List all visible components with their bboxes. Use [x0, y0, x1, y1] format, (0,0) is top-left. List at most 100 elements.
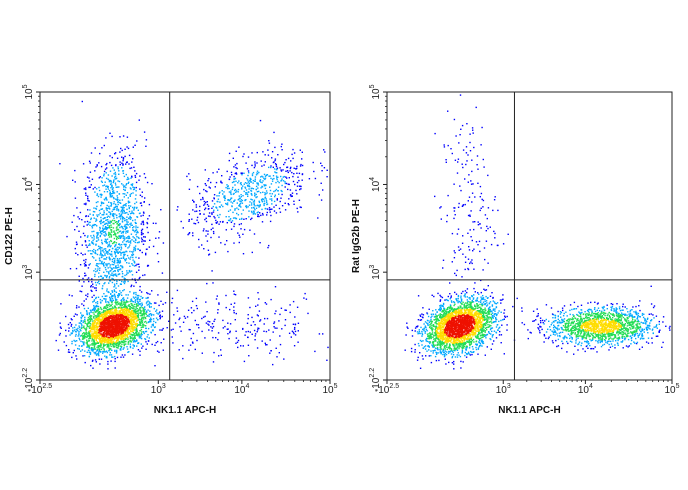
event-dot [155, 222, 157, 225]
event-dot [218, 302, 220, 304]
event-dot [326, 176, 328, 178]
event-dot [254, 178, 256, 180]
event-dot [111, 331, 113, 333]
event-dot [105, 227, 107, 229]
event-dot [123, 251, 125, 253]
event-dot [105, 177, 108, 180]
event-dot [140, 204, 143, 207]
event-dot [104, 240, 106, 243]
event-dot [122, 311, 124, 313]
event-dot [137, 231, 139, 234]
event-dot [100, 333, 102, 335]
event-dot [96, 328, 98, 330]
event-dot [109, 254, 112, 256]
event-dot [96, 314, 98, 317]
event-dot [103, 248, 105, 250]
event-dot [126, 272, 128, 274]
event-dot [188, 349, 190, 351]
event-dot [132, 301, 135, 303]
event-dot [95, 297, 97, 300]
event-dot [259, 319, 262, 321]
event-dot [114, 176, 116, 178]
event-dot [106, 309, 109, 311]
event-dot [89, 162, 91, 164]
event-dot [126, 322, 128, 325]
event-dot [135, 327, 137, 329]
event-dot [135, 323, 137, 325]
event-dot [299, 149, 301, 151]
event-dot [248, 172, 250, 174]
event-dot [99, 363, 101, 365]
event-dot [111, 301, 113, 303]
event-dot [81, 100, 83, 103]
event-dot [213, 232, 215, 235]
event-dot [101, 321, 104, 323]
event-dot [149, 317, 152, 319]
event-dot [123, 188, 125, 191]
event-dot [90, 253, 92, 255]
event-dot [137, 334, 139, 337]
event-dot [130, 188, 132, 190]
event-dot [102, 324, 104, 326]
event-dot [117, 166, 119, 168]
event-dot [121, 265, 123, 267]
event-dot [204, 203, 206, 205]
event-dot [78, 332, 80, 334]
event-dot [136, 232, 138, 234]
event-dot [113, 173, 115, 175]
event-dot [92, 322, 94, 324]
event-dot [111, 300, 113, 302]
event-dot [229, 323, 232, 325]
event-dot [278, 352, 280, 354]
event-dot [233, 200, 235, 202]
event-dot [87, 209, 89, 211]
event-dot [143, 309, 145, 311]
event-dot [118, 335, 120, 337]
event-dot [301, 158, 303, 160]
event-dot [229, 199, 232, 201]
event-dot [65, 335, 67, 337]
event-dot [106, 346, 108, 348]
event-dot [109, 170, 112, 172]
event-dot [132, 312, 134, 315]
event-dot [136, 332, 138, 334]
event-dot [100, 208, 103, 210]
event-dot [143, 310, 145, 312]
event-dot [245, 189, 248, 191]
event-dot [247, 206, 249, 208]
event-dot [103, 334, 105, 336]
event-dot [107, 207, 109, 210]
event-dot [91, 242, 93, 244]
event-dot [275, 188, 278, 191]
event-dot [110, 340, 112, 343]
event-dot [215, 219, 217, 222]
event-dot [136, 216, 138, 218]
event-dot [93, 230, 95, 233]
event-dot [264, 342, 266, 344]
event-dot [112, 327, 114, 330]
event-dot [105, 252, 108, 254]
event-dot [74, 313, 77, 315]
event-dot [127, 341, 130, 344]
event-dot [95, 306, 97, 308]
event-dot [226, 328, 228, 330]
event-dot [108, 303, 110, 305]
event-dot [270, 214, 272, 217]
event-dot [92, 309, 94, 311]
event-dot [251, 164, 253, 167]
event-dot [126, 254, 129, 257]
event-dot [219, 206, 221, 208]
event-dot [134, 311, 136, 314]
event-dot [116, 339, 119, 341]
event-dot [215, 298, 218, 300]
event-dot [97, 296, 100, 298]
event-dot [182, 345, 184, 347]
event-dot [83, 342, 85, 344]
event-dot [80, 330, 82, 332]
event-dot [139, 323, 141, 325]
event-dot [118, 293, 120, 295]
event-dot [104, 339, 106, 341]
event-dot [108, 231, 110, 234]
event-dot [77, 335, 79, 337]
event-dot [104, 351, 106, 353]
